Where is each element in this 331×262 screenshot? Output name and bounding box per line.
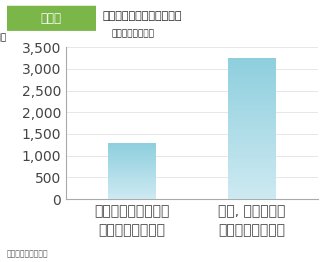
FancyBboxPatch shape bbox=[2, 6, 101, 31]
Text: 図表９: 図表９ bbox=[41, 12, 62, 25]
Text: （件）: （件） bbox=[0, 34, 7, 43]
Text: （出典）内閣府調べ: （出典）内閣府調べ bbox=[7, 250, 48, 259]
Text: 警察や学校・家庭への通告: 警察や学校・家庭への通告 bbox=[103, 11, 182, 21]
Text: （平成２３年度）: （平成２３年度） bbox=[112, 29, 155, 38]
